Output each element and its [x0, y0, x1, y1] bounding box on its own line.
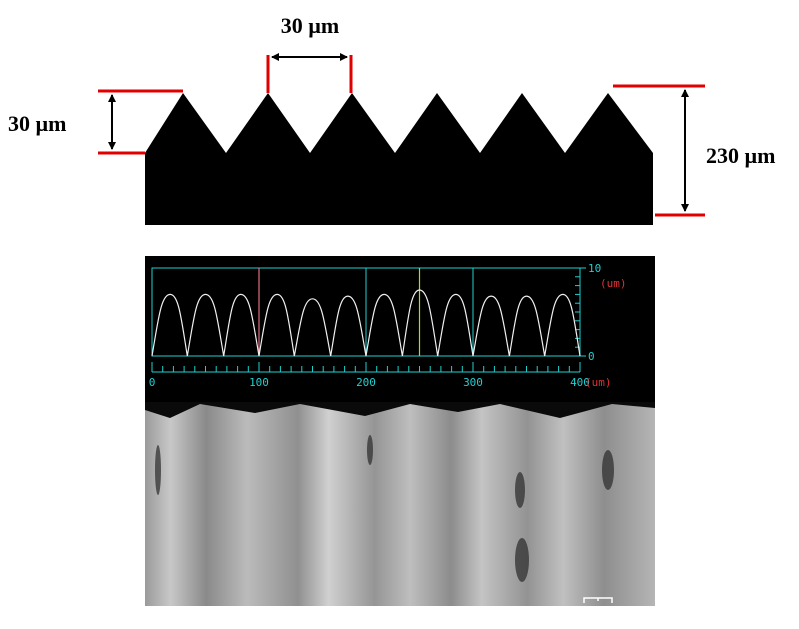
- sem-voltage: 6 kV: [156, 611, 190, 627]
- dimension-label: 230 µm: [706, 143, 776, 168]
- schematic: 30 µm 30 µm 230 µm: [8, 13, 776, 225]
- x-tick-label: 200: [356, 376, 376, 389]
- profile-plot: 0 100 200 300 400(um)010(um): [149, 262, 627, 389]
- x-unit: (um): [585, 376, 612, 389]
- y-tick-label: 0: [588, 350, 595, 363]
- x-tick-label: 400: [570, 376, 590, 389]
- guide-lines: [98, 55, 705, 217]
- profile-line: [151, 289, 581, 357]
- sem-image: 6 kV 500X 20 µm: [145, 402, 655, 627]
- sem-background: [145, 402, 655, 606]
- y-tick-label: 10: [588, 262, 601, 275]
- scale-bar: [583, 597, 613, 603]
- x-tick-label: 300: [463, 376, 483, 389]
- profile-panel: [145, 256, 655, 402]
- dimension-label: 30 µm: [8, 111, 67, 136]
- sem-scale: 20 µm: [585, 611, 627, 627]
- sem-magnification: 500X: [378, 611, 412, 627]
- sawtooth-profile: [145, 93, 653, 225]
- sem-defects: [155, 435, 614, 582]
- sem-edge: [145, 402, 655, 418]
- y-unit: (um): [600, 277, 627, 290]
- dimension-label: 30 µm: [281, 13, 340, 38]
- x-tick-label: 100: [249, 376, 269, 389]
- x-tick-label: 0: [149, 376, 156, 389]
- dimension-arrows: [108, 53, 689, 212]
